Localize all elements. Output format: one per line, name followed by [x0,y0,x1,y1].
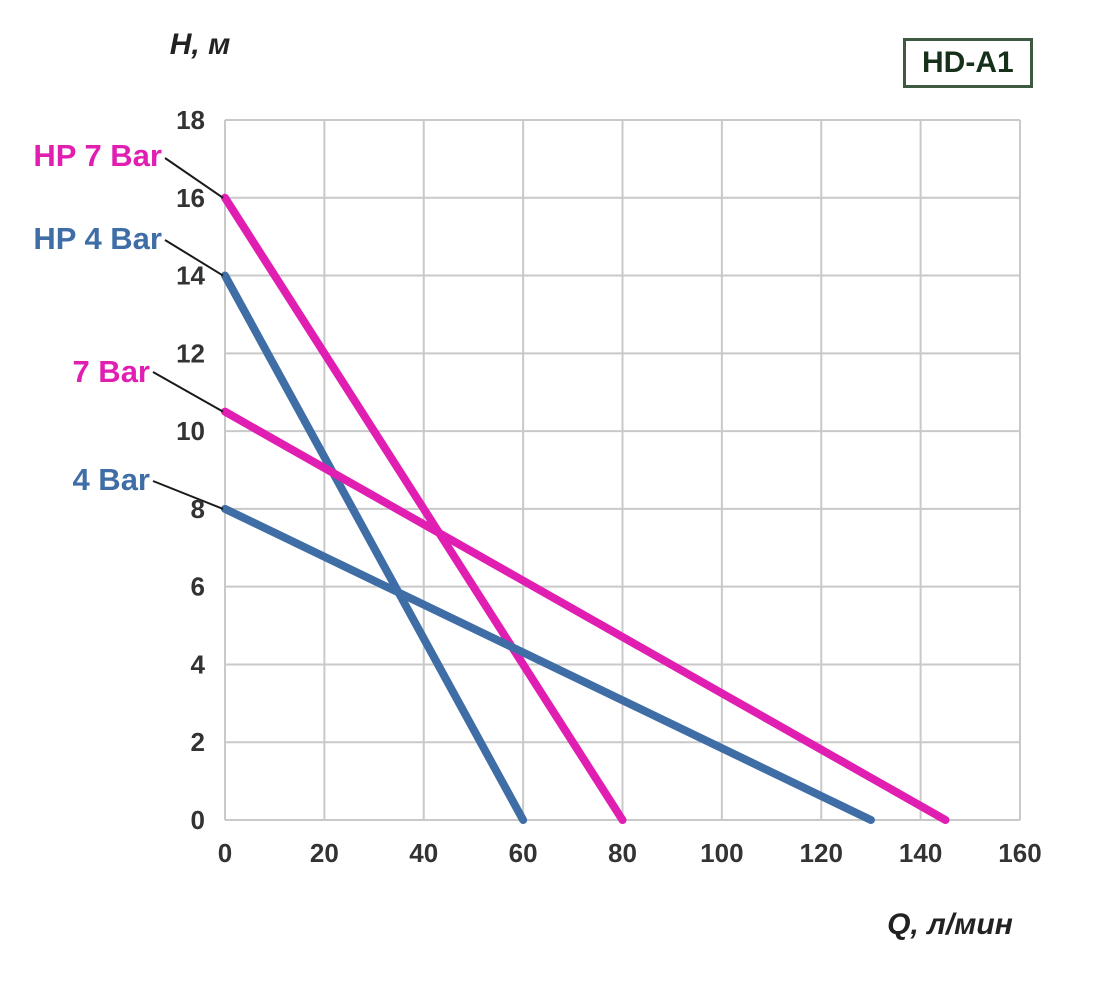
y-tick-label: 6 [191,572,205,602]
x-tick-label: 80 [608,838,637,868]
x-tick-label: 140 [899,838,942,868]
curve-label-4bar: 4 Bar [72,462,150,497]
x-tick-label: 60 [509,838,538,868]
y-tick-label: 0 [191,805,205,835]
x-tick-label: 40 [409,838,438,868]
y-tick-label: 10 [176,416,205,446]
curve-label-7bar: 7 Bar [72,354,150,389]
curve-label-hp4bar: HP 4 Bar [33,221,162,256]
y-tick-label: 12 [176,338,205,368]
y-axis-title: H, м [169,28,231,61]
y-tick-label: 18 [176,105,205,135]
y-tick-label: 16 [176,183,205,213]
x-tick-label: 120 [800,838,843,868]
y-tick-label: 8 [191,494,205,524]
x-tick-label: 160 [998,838,1041,868]
x-axis-title: Q, л/мин [887,908,1013,941]
x-tick-label: 20 [310,838,339,868]
curve-label-hp7bar: HP 7 Bar [33,138,162,173]
x-tick-label: 0 [218,838,232,868]
y-tick-label: 4 [191,649,206,679]
y-tick-label: 2 [191,727,205,757]
y-tick-label: 14 [176,261,205,291]
x-tick-label: 100 [700,838,743,868]
model-label-box: HD-A1 [903,38,1033,88]
